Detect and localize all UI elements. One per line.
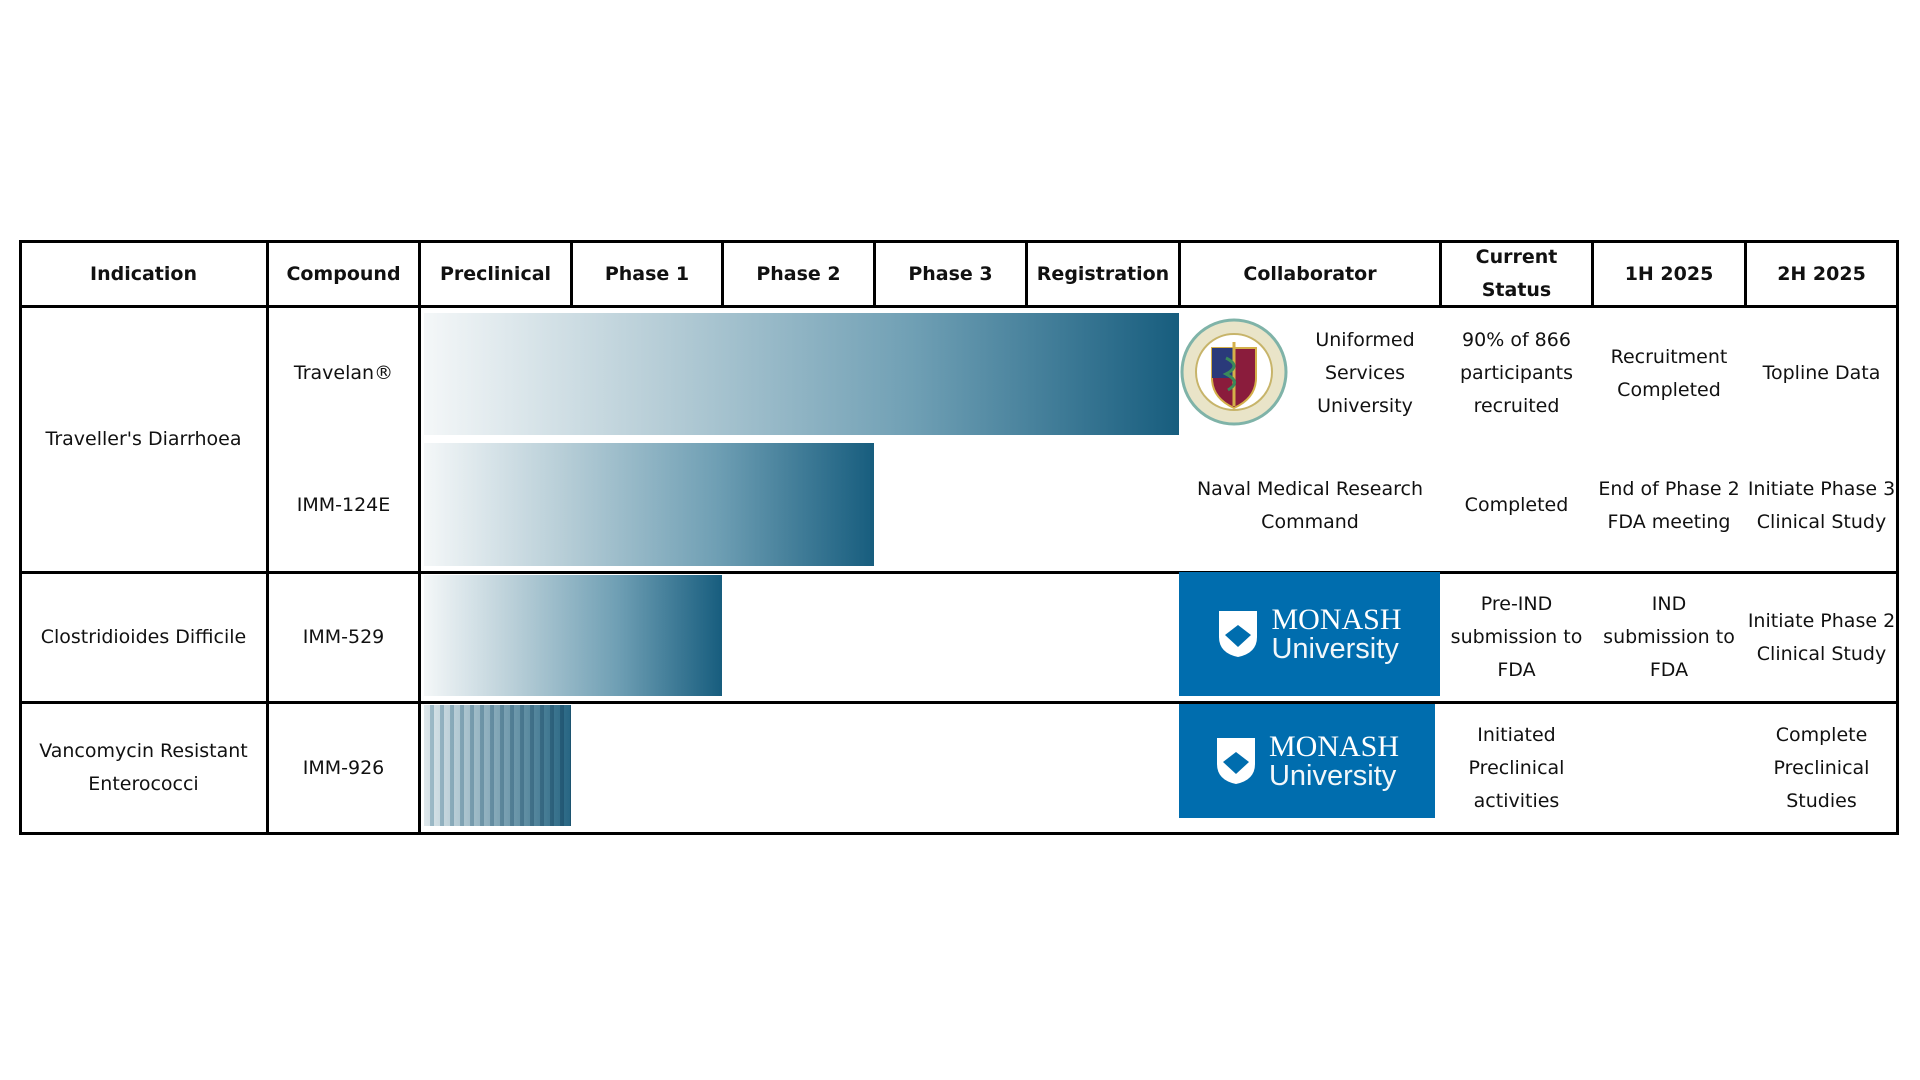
border: [19, 832, 1899, 835]
header: Preclinical: [439, 262, 552, 285]
border: [570, 240, 573, 307]
current-status: Completed: [1464, 494, 1569, 516]
header: Compound: [286, 262, 401, 285]
logo-name: MONASH: [1271, 602, 1402, 636]
h2-2025: Topline Data: [1762, 362, 1881, 384]
compound: IMM-124E: [296, 494, 391, 516]
border: [1025, 240, 1028, 307]
border: [19, 305, 1899, 308]
collaborator-seal: [1180, 318, 1288, 426]
border: [19, 240, 22, 835]
border: [19, 571, 1899, 574]
compound: IMM-926: [302, 756, 385, 779]
border: [1439, 240, 1442, 307]
header: Phase 2: [756, 262, 841, 285]
border: [873, 240, 876, 307]
border: [1896, 240, 1899, 835]
indication: Traveller's Diarrhoea: [45, 428, 242, 450]
compound: Travelan®: [293, 362, 394, 384]
header: Indication: [90, 262, 197, 285]
progress-bar: [424, 313, 1179, 435]
border: [19, 240, 1899, 243]
h1-2025: Recruitment Completed: [1610, 345, 1728, 401]
logo-shield: [1219, 611, 1258, 657]
indication: Clostridioides Difficile: [40, 626, 247, 648]
progress-bar: [424, 575, 722, 696]
current-status: Initiated Preclinical activities: [1468, 723, 1565, 812]
border: [19, 701, 1899, 704]
header: Phase 1: [604, 262, 690, 285]
h2-2025: Complete Preclinical Studies: [1773, 723, 1870, 812]
progress-bar: [424, 705, 571, 826]
collaborator-logo: MONASH University: [1179, 572, 1440, 696]
current-status: Pre-IND submission to FDA: [1450, 593, 1583, 681]
h2-2025: Initiate Phase 3 Clinical Study: [1747, 477, 1896, 533]
current-status: 90% of 866 participants recruited: [1459, 329, 1574, 417]
border: [418, 240, 421, 835]
header: Registration: [1036, 262, 1170, 285]
logo-name: MONASH: [1268, 729, 1400, 763]
border: [1178, 240, 1181, 307]
h2-2025: Initiate Phase 2 Clinical Study: [1747, 609, 1896, 665]
header: Collaborator: [1243, 262, 1377, 285]
header: Current Status: [1475, 246, 1558, 301]
logo-sub: University: [1271, 632, 1399, 665]
logo-sub: University: [1268, 759, 1397, 792]
collaborator: Uniformed Services University: [1315, 329, 1415, 417]
border: [266, 240, 269, 835]
indication: Vancomycin Resistant Enterococci: [39, 740, 248, 795]
border: [1744, 240, 1747, 307]
collaborator-logo: MONASH University: [1179, 704, 1435, 818]
progress-bar: [424, 443, 874, 566]
collaborator: Naval Medical Research Command: [1196, 477, 1424, 533]
header: Phase 3: [908, 262, 993, 285]
border: [1591, 240, 1594, 307]
h1-2025: End of Phase 2 FDA meeting: [1598, 477, 1740, 533]
border: [721, 240, 724, 307]
compound: IMM-529: [302, 626, 385, 648]
header: 2H 2025: [1777, 262, 1866, 285]
header: 1H 2025: [1624, 262, 1714, 285]
logo-shield: [1216, 738, 1255, 784]
h1-2025: IND submission to FDA: [1603, 593, 1735, 681]
